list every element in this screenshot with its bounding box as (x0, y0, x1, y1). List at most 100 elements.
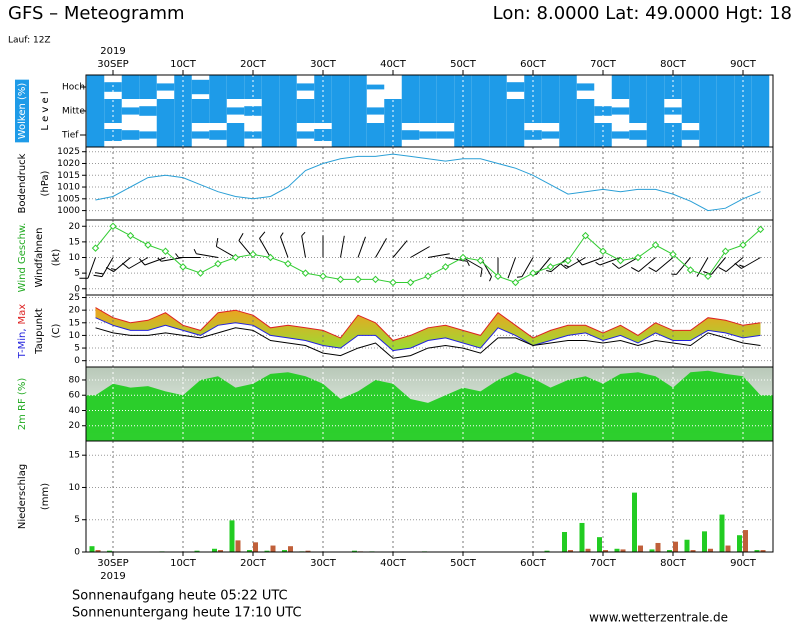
cloud-cell (611, 107, 630, 115)
wind-barb (357, 236, 366, 258)
y-tick-label: 15 (69, 318, 80, 328)
cloud-cell (331, 123, 350, 147)
x-tick-label: 10CT (170, 558, 197, 569)
y-axis-label-part: Bodendruck (17, 153, 28, 213)
x-tick-label: 50CT (450, 558, 477, 569)
marker (459, 253, 467, 262)
marker (389, 278, 397, 287)
x-tick-label: 90CT (730, 558, 757, 569)
cloud-cell (349, 99, 367, 123)
y-tick-label: 0 (74, 356, 80, 366)
cloud-cell (559, 123, 577, 147)
wind-barb (718, 257, 744, 273)
cloud-cell (366, 123, 385, 147)
cloud-cell (121, 75, 140, 99)
cloud-cell (209, 99, 227, 123)
cloud-cell (716, 123, 735, 147)
y-tick-label: 1025 (57, 147, 80, 157)
y-tick-label: 1005 (57, 194, 80, 204)
bar (288, 546, 293, 552)
cloud-cell (261, 75, 280, 99)
wind-barb (259, 231, 271, 258)
y-tick-label: 1020 (57, 159, 80, 169)
marker (284, 260, 292, 268)
bar (270, 545, 276, 552)
x-tick-label: 90CT (730, 59, 757, 70)
marker (214, 260, 222, 268)
cloud-cell (226, 75, 245, 99)
cloud-cell (191, 131, 210, 139)
cloud-cell (681, 99, 700, 123)
y-tick-label: 1000 (57, 206, 80, 216)
wind-barb (507, 257, 516, 279)
cloud-cell (576, 99, 595, 123)
bar (579, 522, 585, 552)
cloud-cell (209, 75, 227, 99)
y-tick-label: 0 (74, 548, 80, 558)
y-tick-label: 1010 (57, 183, 80, 193)
y-axis-label-part: (C) (51, 324, 62, 339)
cloud-cell (699, 123, 717, 147)
y-axis-label-part: Windfahnen (34, 228, 45, 288)
x-tick-label: 70CT (590, 59, 617, 70)
y-tick-label: 5 (74, 515, 80, 525)
bar (702, 531, 707, 552)
bar (89, 546, 95, 552)
cloud-cell (751, 123, 770, 147)
cloud-cell (436, 131, 455, 139)
marker (319, 272, 327, 280)
marker (739, 241, 747, 249)
bar (673, 541, 678, 552)
cloud-cell (751, 99, 770, 123)
line (95, 153, 761, 212)
cloud-cell (86, 75, 105, 99)
bar (667, 550, 672, 552)
marker (266, 253, 275, 262)
marker (686, 266, 695, 274)
cloud-cell (156, 123, 175, 147)
x-tick-label: 10CT (170, 59, 197, 70)
bar (585, 548, 591, 552)
x-tick-label: 40CT (380, 558, 407, 569)
cloud-cell (401, 75, 420, 99)
cloud-cell (646, 99, 665, 123)
cloud-cell (139, 75, 157, 99)
x-tick-label: 30SEP (97, 558, 128, 569)
y-tick-label: 10 (69, 253, 81, 263)
cloud-cell (121, 130, 140, 140)
bar (282, 550, 287, 552)
wind-barb (79, 257, 96, 279)
marker (756, 225, 765, 234)
wind-barb (340, 235, 345, 258)
marker (494, 272, 502, 280)
y-axis-label-part: (mm) (40, 483, 51, 510)
area (86, 370, 773, 441)
cloud-cell (699, 75, 717, 99)
cloud-cell (279, 75, 297, 99)
bar (95, 550, 101, 552)
bar (247, 550, 252, 552)
cloud-cell (646, 75, 665, 99)
sunset: Sonnenuntergang heute 17:10 UTC (72, 606, 302, 621)
marker (564, 256, 572, 265)
marker (599, 247, 607, 255)
run: Lauf: 12Z (8, 36, 51, 46)
wind-barb (215, 238, 236, 258)
bar (194, 550, 200, 552)
marker (424, 272, 432, 280)
cloud-cell (629, 99, 647, 123)
wind-barb (375, 238, 387, 258)
marker (249, 250, 257, 259)
level-label: Tief (61, 131, 79, 141)
marker (354, 275, 362, 284)
cloud-cell (139, 106, 157, 116)
cloud-cell (506, 99, 525, 123)
line (95, 327, 761, 359)
cloud-cell (681, 130, 700, 140)
y-axis-label: (kt) (51, 249, 62, 267)
cloud-cell (366, 84, 385, 90)
wind-barb (648, 257, 674, 273)
x-tick-label: 60CT (520, 59, 547, 70)
bar (649, 549, 655, 552)
y-axis-label-part: Max (17, 304, 28, 325)
